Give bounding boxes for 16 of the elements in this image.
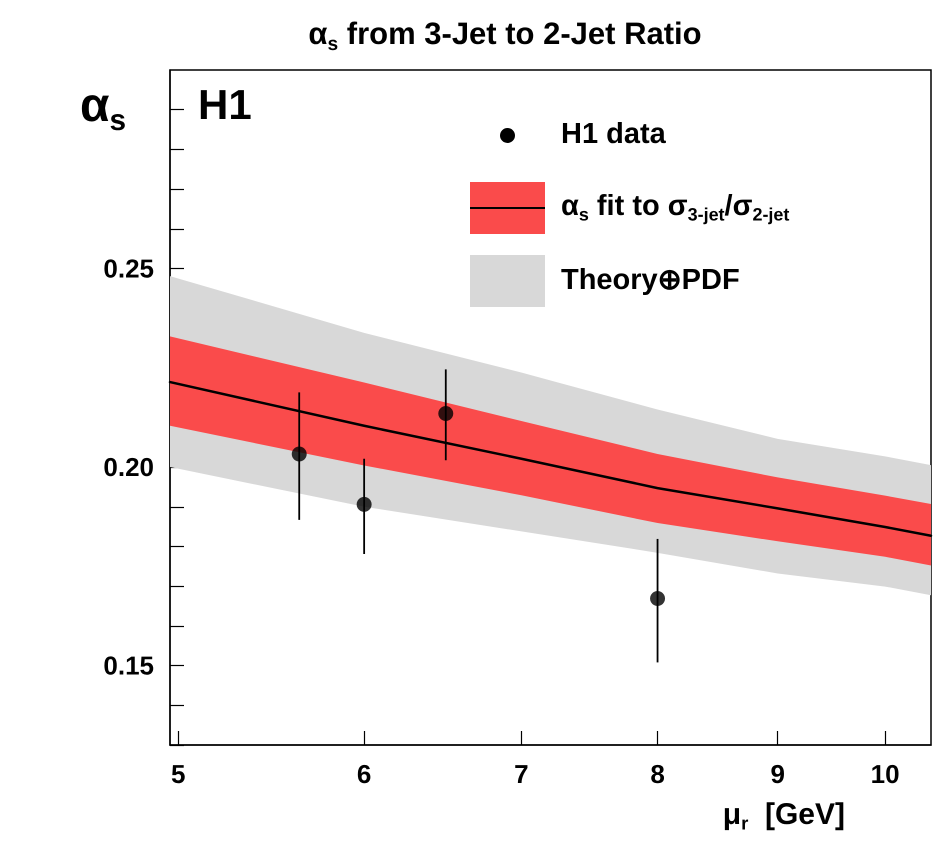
y-tick-label: 0.15 <box>103 650 154 681</box>
x-tick-label: 6 <box>356 759 372 789</box>
x-axis-title: μ$_{r}$ [GeV] <box>722 798 845 834</box>
y-axis-title: α$_{s}$ <box>80 79 126 137</box>
x-tick-label: 7 <box>514 759 529 789</box>
chart-title: α$_{s}$ from 3-Jet to 2-Jet Ratio <box>307 16 703 55</box>
annotation: H1 <box>198 81 252 128</box>
x-tick-label: 9 <box>770 759 785 789</box>
legend-label: Theory⊕PDF <box>561 264 740 296</box>
legend-label: α$_{s}$ fit to σ$_{3-jet}$/σ$_{2-jet}$ <box>561 190 790 224</box>
x-tick-label: 8 <box>650 759 665 789</box>
y-tick-label: 0.20 <box>103 452 154 482</box>
x-tick-label: 10 <box>870 759 900 789</box>
legend-label: H1 data <box>561 118 666 150</box>
y-tick-label: 0.25 <box>103 254 154 284</box>
x-tick-label: 5 <box>170 759 186 789</box>
